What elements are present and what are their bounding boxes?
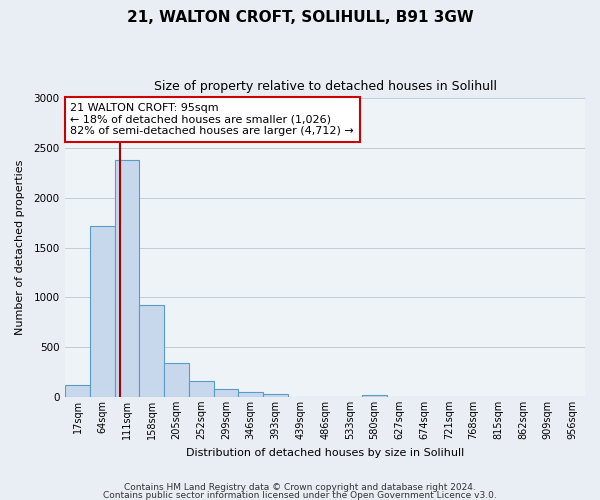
Title: Size of property relative to detached houses in Solihull: Size of property relative to detached ho… — [154, 80, 497, 93]
Text: 21 WALTON CROFT: 95sqm
← 18% of detached houses are smaller (1,026)
82% of semi-: 21 WALTON CROFT: 95sqm ← 18% of detached… — [70, 103, 354, 136]
Bar — [362, 395, 387, 397]
Bar — [90, 226, 115, 397]
Bar — [164, 363, 189, 397]
X-axis label: Distribution of detached houses by size in Solihull: Distribution of detached houses by size … — [186, 448, 464, 458]
Text: Contains HM Land Registry data © Crown copyright and database right 2024.: Contains HM Land Registry data © Crown c… — [124, 484, 476, 492]
Bar — [214, 389, 238, 397]
Bar — [238, 392, 263, 397]
Bar — [189, 382, 214, 397]
Y-axis label: Number of detached properties: Number of detached properties — [15, 160, 25, 336]
Bar — [65, 385, 90, 397]
Bar — [115, 160, 139, 397]
Bar — [263, 394, 288, 397]
Text: 21, WALTON CROFT, SOLIHULL, B91 3GW: 21, WALTON CROFT, SOLIHULL, B91 3GW — [127, 10, 473, 25]
Bar — [139, 306, 164, 397]
Text: Contains public sector information licensed under the Open Government Licence v3: Contains public sector information licen… — [103, 490, 497, 500]
